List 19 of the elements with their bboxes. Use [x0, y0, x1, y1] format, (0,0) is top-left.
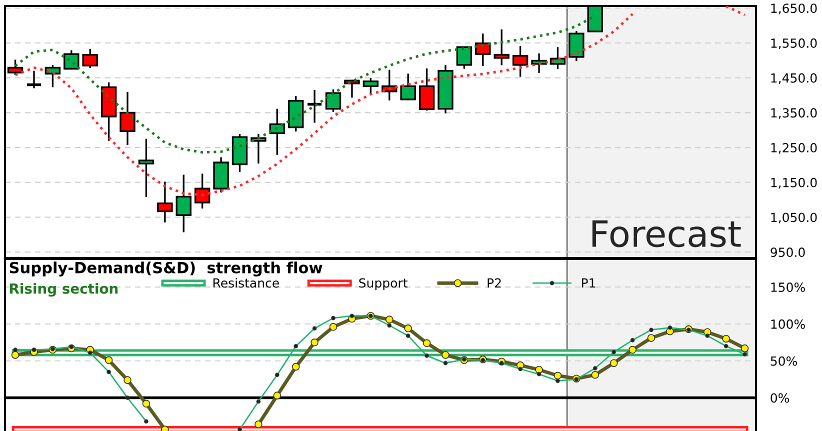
y-tick-label: 1,650.0 [771, 4, 817, 14]
y-tick-label: 50% [770, 356, 797, 366]
y-tick-label: 0% [770, 393, 790, 403]
y-tick-label: 1,150.0 [771, 178, 817, 189]
y-tick-label: 1,350.0 [771, 108, 817, 119]
y-tick-label: 1,450.0 [771, 73, 817, 84]
y-tick-label: 150% [771, 282, 805, 292]
legend-label: P1 [582, 278, 596, 288]
legend-label: Resistance [213, 278, 279, 288]
legend-label: Support [359, 278, 408, 290]
annotation: Rising section [10, 283, 118, 297]
annotation: Forecast [592, 220, 741, 248]
y-tick-label: 100% [771, 319, 805, 329]
y-tick-label: 950.0 [770, 248, 805, 257]
chart-title: Supply-Demand(S&D) strength flow [10, 262, 322, 276]
y-tick-label: 1,050.0 [771, 212, 817, 224]
legend-label: P2 [488, 278, 501, 288]
y-tick-label: 1,550.0 [771, 38, 817, 50]
y-tick-label: 1,250.0 [771, 142, 817, 154]
